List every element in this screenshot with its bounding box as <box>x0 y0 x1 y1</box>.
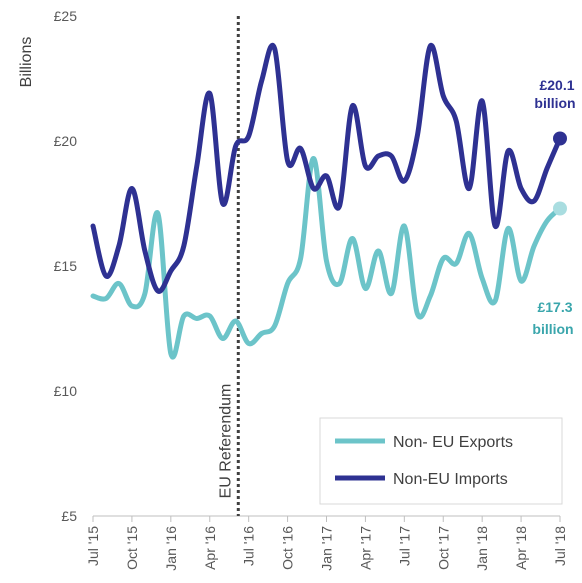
y-axis-title: Billions <box>18 37 35 88</box>
legend-label-non-eu-imports: Non-EU Imports <box>393 471 508 488</box>
legend: Non- EU Exports Non-EU Imports <box>319 417 563 505</box>
y-tick-label: £25 <box>54 8 78 24</box>
x-tick-label: Jul '17 <box>396 526 412 566</box>
series-line-non-eu-exports <box>90 155 563 360</box>
series-line-non-eu-imports <box>90 42 563 294</box>
exports-end-point <box>553 201 567 216</box>
x-tick-label: Jul '18 <box>552 526 568 566</box>
x-tick-label: Apr '17 <box>357 526 373 570</box>
x-tick-label: Jan '18 <box>474 526 490 571</box>
x-tick-label: Jul '15 <box>85 526 101 566</box>
y-tick-label: £5 <box>61 508 77 524</box>
y-tick-label: £20 <box>54 133 78 149</box>
legend-label-non-eu-exports: Non- EU Exports <box>393 434 513 451</box>
x-tick-label: Jul '16 <box>241 526 257 566</box>
x-tick-label: Apr '18 <box>513 526 529 570</box>
y-axis-ticks: £5 £10 £15 £20 £25 <box>54 8 78 524</box>
legend-box <box>319 417 563 505</box>
x-tick-label: Jan '16 <box>163 526 179 571</box>
imports-end-point <box>553 131 567 146</box>
referendum-label: EU Referendum <box>217 384 234 499</box>
exports-end-value: £17.3 <box>537 299 572 315</box>
imports-end-unit: billion <box>534 95 575 111</box>
y-tick-label: £10 <box>54 383 78 399</box>
x-tick-label: Apr '16 <box>202 526 218 570</box>
x-tick-label: Oct '16 <box>280 526 296 570</box>
x-tick-label: Jan '17 <box>319 526 335 571</box>
y-tick-label: £15 <box>54 258 78 274</box>
x-tick-label: Oct '15 <box>124 526 140 570</box>
x-tick-label: Oct '17 <box>435 526 451 570</box>
exports-end-unit: billion <box>532 321 573 337</box>
x-axis-ticks: Jul '15 Oct '15 Jan '16 Apr '16 Jul '16 Oct '… <box>85 516 568 571</box>
imports-end-value: £20.1 <box>539 77 574 93</box>
